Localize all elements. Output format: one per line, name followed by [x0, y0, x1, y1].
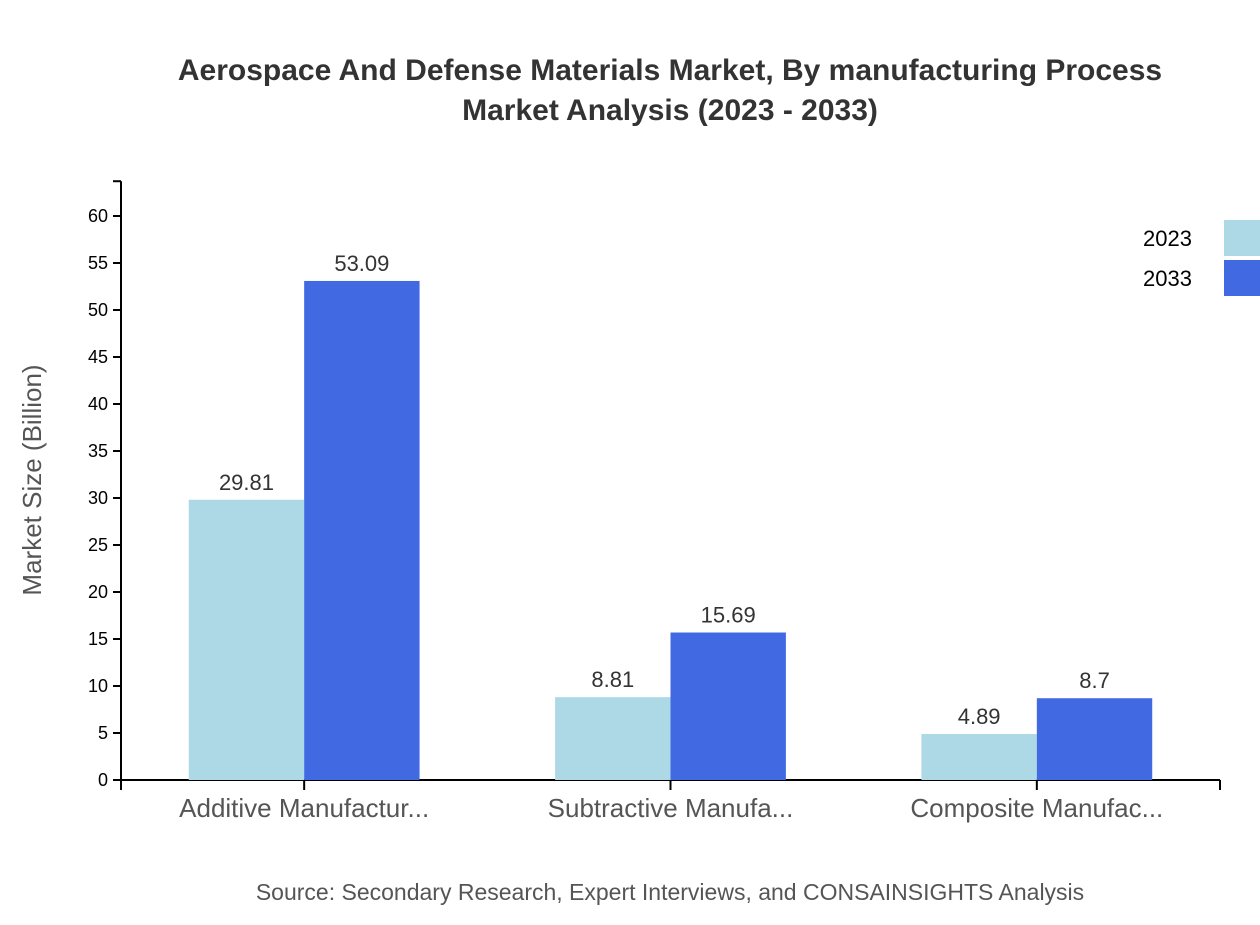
bar-2023: [921, 734, 1037, 780]
bar-2023: [555, 697, 671, 780]
y-tick-label: 10: [88, 676, 108, 696]
data-label: 15.69: [701, 603, 756, 628]
source-note: Source: Secondary Research, Expert Inter…: [256, 879, 1084, 905]
y-tick-label: 0: [98, 770, 108, 790]
y-tick-label: 40: [88, 394, 108, 414]
x-tick-label: Composite Manufac...: [910, 793, 1163, 823]
y-tick-label: 25: [88, 535, 108, 555]
y-tick-label: 30: [88, 488, 108, 508]
y-tick-label: 60: [88, 206, 108, 226]
y-tick-label: 5: [98, 723, 108, 743]
legend-label: 2033: [1143, 266, 1192, 291]
chart-title-line1: Aerospace And Defense Materials Market, …: [178, 54, 1162, 87]
x-tick-label: Subtractive Manufa...: [548, 793, 794, 823]
data-label: 8.7: [1079, 668, 1110, 693]
y-tick-label: 20: [88, 582, 108, 602]
y-axis-label: Market Size (Billion): [17, 364, 47, 595]
bar-2023: [188, 499, 305, 780]
y-tick-label: 15: [88, 629, 108, 649]
bar-2033: [304, 280, 420, 780]
data-label: 29.81: [219, 470, 274, 495]
bar-2033: [1036, 698, 1153, 780]
bar-2033: [670, 632, 786, 780]
x-tick-label: Additive Manufactur...: [179, 793, 429, 823]
legend-swatch-2033: [1224, 260, 1260, 296]
legend-label: 2023: [1143, 226, 1192, 251]
chart-title-line2: Market Analysis (2023 - 2033): [462, 94, 878, 127]
y-tick-label: 50: [88, 300, 108, 320]
legend-swatch-2023: [1224, 220, 1260, 256]
data-label: 8.81: [591, 667, 634, 692]
y-tick-label: 45: [88, 347, 108, 367]
data-label: 4.89: [958, 704, 1001, 729]
data-label: 53.09: [334, 251, 389, 276]
y-tick-label: 35: [88, 441, 108, 461]
y-tick-label: 55: [88, 253, 108, 273]
